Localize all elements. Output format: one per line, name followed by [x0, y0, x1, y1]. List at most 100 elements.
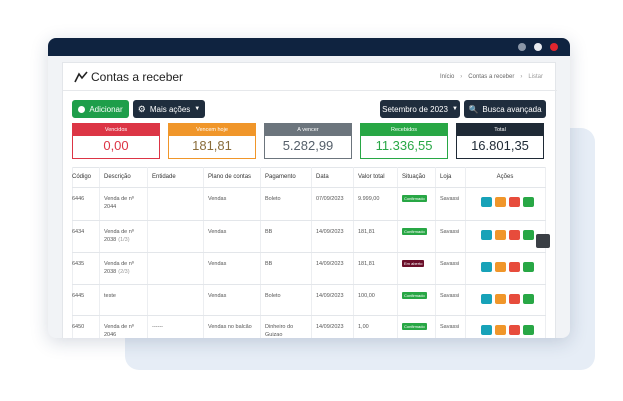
- action-button[interactable]: [509, 294, 520, 304]
- table-line: [72, 315, 546, 316]
- column-header: Código: [72, 174, 92, 180]
- action-button[interactable]: [509, 262, 520, 272]
- dot: [518, 43, 526, 51]
- cell: Savassi: [440, 261, 460, 267]
- dot: [534, 43, 542, 51]
- action-button[interactable]: [523, 294, 534, 304]
- installment: (2/3): [118, 269, 130, 275]
- card-header: Recebidos: [361, 124, 447, 136]
- breadcrumb-item: Listar: [528, 74, 543, 80]
- breadcrumb-item[interactable]: Início: [439, 74, 455, 80]
- page-title: Contas a receber: [91, 70, 184, 84]
- summary-card: Total 16.801,35: [456, 123, 544, 159]
- separator: ›: [460, 74, 463, 80]
- action-button[interactable]: [523, 325, 534, 335]
- label: Mais ações: [149, 104, 191, 114]
- cell: Savassi: [440, 293, 460, 299]
- side-tab[interactable]: [536, 234, 550, 248]
- action-button[interactable]: [523, 197, 534, 207]
- description: teste: [104, 293, 116, 299]
- action-button[interactable]: [481, 294, 492, 304]
- page-icon: [74, 71, 88, 83]
- card-value: 181,81: [192, 138, 232, 153]
- column-header: Descrição: [104, 174, 131, 180]
- cell: 6445: [72, 293, 85, 299]
- action-button[interactable]: [495, 325, 506, 335]
- column-header: Entidade: [152, 174, 176, 180]
- table-line: [72, 187, 546, 188]
- cell: ------: [152, 324, 163, 330]
- description: Venda de nº 2038: [104, 261, 134, 275]
- cell: BB: [265, 261, 273, 267]
- column-header: Plano de contas: [208, 174, 252, 180]
- cell: 6450: [72, 324, 85, 330]
- cell: Venda de nº 2044: [104, 195, 144, 211]
- status-badge: Em aberto: [402, 260, 425, 267]
- cell: Savassi: [440, 196, 460, 202]
- cell: Venda de nº 2038 (1/3): [104, 228, 144, 244]
- cell: Vendas: [208, 196, 227, 202]
- dot: [550, 43, 558, 51]
- cell: Vendas: [208, 229, 227, 235]
- action-button[interactable]: [481, 325, 492, 335]
- table-line: [72, 220, 546, 221]
- cell: 9.999,00: [358, 196, 380, 202]
- cell: 07/09/2023: [316, 196, 344, 202]
- action-button[interactable]: [523, 230, 534, 240]
- cell: 14/09/2023: [316, 229, 344, 235]
- summary-card: A vencer 5.282,99: [264, 123, 352, 159]
- breadcrumb-item[interactable]: Contas a receber: [468, 74, 515, 80]
- card-value: 11.336,55: [375, 138, 433, 153]
- cell: Dinheiro do Guizao: [265, 324, 294, 338]
- action-button[interactable]: [495, 262, 506, 272]
- action-button[interactable]: [495, 230, 506, 240]
- card-header: Total: [457, 124, 543, 136]
- card-value: 5.282,99: [282, 138, 334, 153]
- status-badge: Confirmado: [402, 228, 427, 235]
- action-button[interactable]: [509, 197, 520, 207]
- cell: 14/09/2023: [316, 261, 344, 267]
- cell: BB: [265, 229, 273, 235]
- action-button[interactable]: [481, 262, 492, 272]
- column-header: Valor total: [358, 174, 385, 180]
- label: Adicionar: [89, 104, 123, 114]
- description: Venda de nº 2046: [104, 324, 134, 338]
- card-value: 16.801,35: [471, 138, 529, 153]
- description: Venda de nº 2044: [104, 196, 134, 210]
- action-button[interactable]: [495, 197, 506, 207]
- search-button[interactable]: 🔍 Busca avançada: [464, 100, 546, 118]
- action-button[interactable]: [509, 325, 520, 335]
- cell: Boleto: [265, 293, 281, 299]
- card-header: Vencidos: [73, 124, 159, 136]
- more-actions-button[interactable]: ⚙ Mais ações ▼: [133, 100, 205, 118]
- table-line: [72, 284, 546, 285]
- column-header: Ações: [496, 174, 514, 180]
- cell: 14/09/2023: [316, 293, 344, 299]
- cell: teste: [104, 292, 144, 300]
- cell: Venda de nº 2046: [104, 323, 144, 338]
- description: Venda de nº 2038: [104, 229, 134, 243]
- status-badge: Confirmado: [402, 195, 427, 202]
- action-button[interactable]: [523, 262, 534, 272]
- add-button[interactable]: Adicionar: [72, 100, 129, 118]
- column-header: Loja: [440, 174, 452, 180]
- cell: 100,00: [358, 293, 375, 299]
- action-button[interactable]: [481, 197, 492, 207]
- column-header: Situação: [402, 174, 426, 180]
- status-badge: Confirmado: [402, 323, 427, 330]
- cell: Boleto: [265, 196, 281, 202]
- table-line: [72, 252, 546, 253]
- action-button[interactable]: [495, 294, 506, 304]
- cell: 6435: [72, 261, 85, 267]
- cell: Venda de nº 2038 (2/3): [104, 260, 144, 276]
- action-button[interactable]: [481, 230, 492, 240]
- cell: 181,81: [358, 261, 375, 267]
- period-button[interactable]: Setembro de 2023 ▼: [380, 100, 460, 118]
- card-header: A vencer: [265, 124, 351, 136]
- table-line: [72, 167, 546, 168]
- cell: 181,81: [358, 229, 375, 235]
- content-panel: Contas a receber Início › Contas a receber…: [62, 62, 557, 338]
- action-button[interactable]: [509, 230, 520, 240]
- status-badge: Confirmado: [402, 292, 427, 299]
